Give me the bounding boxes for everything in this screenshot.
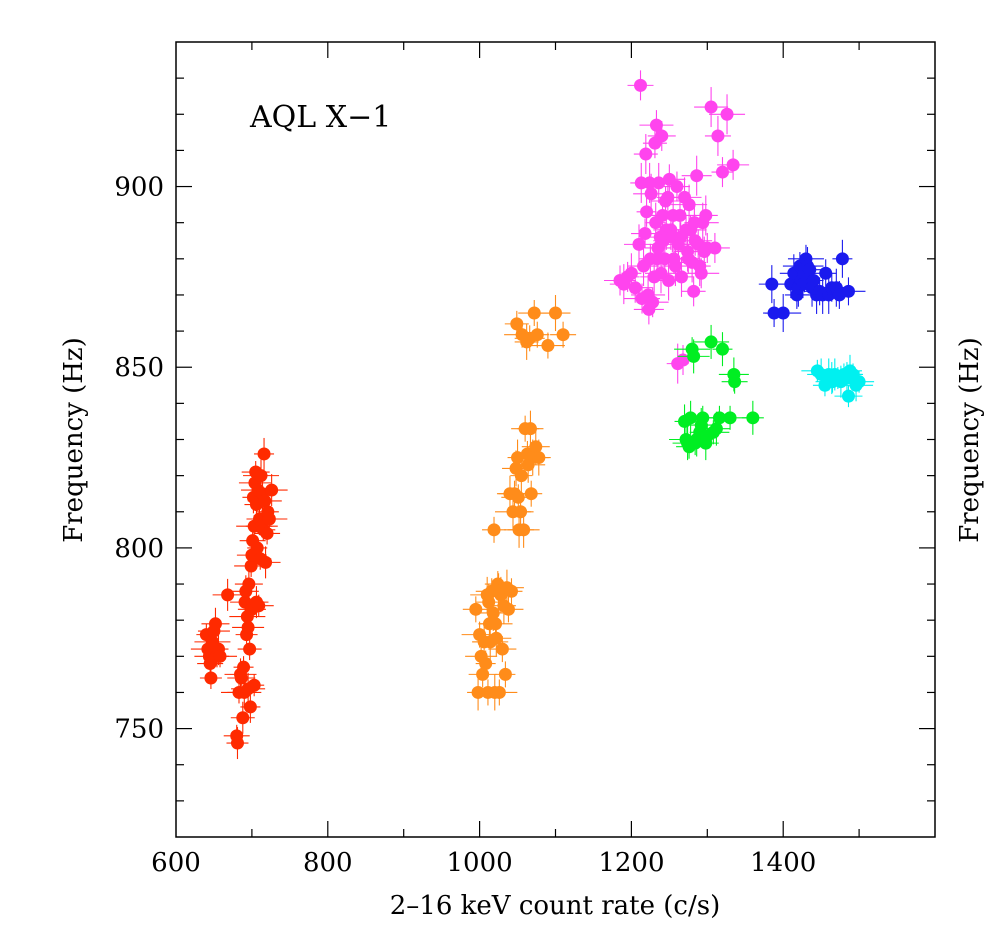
data-point: [709, 94, 746, 135]
x-tick-label: 1200: [598, 848, 664, 878]
data-point: [704, 115, 731, 156]
data-point: [693, 324, 730, 359]
data-point: [226, 727, 249, 760]
data-point: [495, 661, 516, 688]
data-point: [636, 196, 657, 227]
series-3: [669, 324, 764, 461]
data-point: [623, 224, 654, 265]
data-point: [232, 616, 265, 639]
data-point: [254, 522, 281, 545]
data-point: [504, 310, 529, 337]
data-point: [834, 385, 863, 408]
data-point: [233, 656, 254, 679]
data-point: [765, 294, 802, 333]
data-point: [517, 410, 544, 447]
data-point: [482, 516, 507, 543]
data-point: [681, 155, 712, 196]
data-point: [240, 690, 261, 723]
y-tick-label: 750: [114, 715, 164, 745]
plot-frame: [175, 41, 936, 838]
data-point: [251, 508, 288, 530]
data-point: [699, 232, 730, 263]
data-point: [818, 362, 845, 395]
data-point: [493, 596, 524, 623]
data-point: [462, 596, 489, 623]
data-point: [671, 184, 708, 225]
data-point: [717, 149, 750, 180]
data-point: [694, 87, 729, 128]
data-point: [507, 498, 534, 525]
data-point: [550, 321, 577, 348]
data-point: [475, 650, 496, 677]
series-4: [758, 239, 866, 333]
data-point: [237, 638, 262, 661]
x-tick-label: 1400: [750, 848, 816, 878]
data-point: [627, 70, 654, 101]
data-point: [677, 339, 710, 374]
data-point: [250, 546, 281, 579]
data-point: [713, 405, 748, 430]
data-point: [254, 437, 275, 470]
data-point: [663, 171, 690, 202]
series-0: [190, 437, 288, 760]
x-tick-label: 800: [303, 848, 353, 878]
data-point: [243, 459, 280, 492]
series-2: [604, 70, 750, 384]
data-point: [844, 370, 875, 393]
data-point: [481, 679, 518, 706]
x-tick-label: 600: [151, 848, 201, 878]
data-point: [721, 369, 748, 394]
axis-ticks: [176, 42, 935, 837]
data-point: [633, 134, 658, 175]
data-point: [528, 439, 549, 476]
series-1: [461, 295, 577, 711]
data-point: [199, 667, 222, 689]
series-5: [801, 354, 875, 408]
data-point: [234, 568, 263, 601]
data-point: [832, 239, 853, 278]
data-point: [636, 287, 669, 318]
data-point: [741, 400, 764, 435]
x-tick-label: 1000: [447, 848, 513, 878]
data-point: [481, 620, 512, 657]
data-point: [201, 607, 230, 640]
data-point: [500, 578, 523, 605]
data-point: [647, 120, 676, 151]
data-point: [231, 672, 266, 705]
axis-tick-labels: 600 800 1000 1200 1400 750 800 850 900: [114, 173, 816, 878]
data-point: [540, 295, 571, 332]
chart-annotation: AQL X−1: [249, 100, 391, 135]
y-tick-label: 800: [114, 534, 164, 564]
data-point: [831, 277, 866, 306]
y-tick-label: 850: [114, 353, 164, 383]
data-point: [255, 474, 288, 507]
data-point: [212, 578, 243, 611]
data-point: [244, 586, 269, 619]
data-point: [693, 195, 718, 236]
data-point: [618, 272, 653, 303]
data-points: [190, 70, 875, 760]
data-point: [525, 321, 550, 348]
data-point: [518, 300, 551, 327]
y-axis-title-right: Frequency (Hz): [955, 337, 985, 543]
data-point: [203, 645, 238, 668]
x-axis-title: 2–16 keV count rate (c/s): [390, 891, 720, 921]
data-point: [711, 157, 734, 188]
data-point: [530, 332, 565, 359]
y-axis-title-left: Frequency (Hz): [59, 337, 89, 543]
data-point: [683, 258, 720, 289]
data-point: [681, 276, 706, 307]
data-point: [507, 511, 540, 548]
data-point: [712, 332, 733, 367]
data-point: [478, 610, 513, 637]
data-point: [520, 480, 543, 507]
y-tick-label: 900: [114, 173, 164, 203]
data-point: [488, 636, 517, 663]
